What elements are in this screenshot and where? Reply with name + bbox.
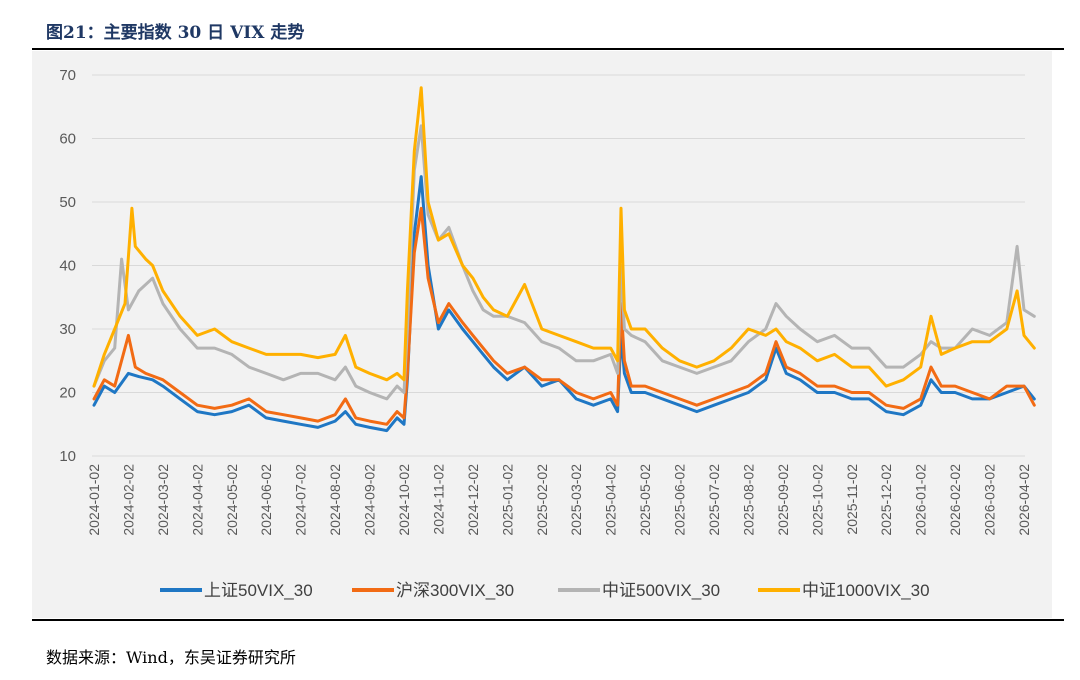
series-lines — [92, 86, 1036, 433]
x-tick-label: 2024-01-02 — [86, 464, 102, 536]
legend-label: 中证1000VIX_30 — [802, 581, 930, 600]
x-tick-label: 2025-11-02 — [844, 464, 860, 535]
x-tick-label: 2024-11-02 — [430, 464, 446, 535]
grid-lines — [92, 74, 1025, 457]
x-tick-label: 2025-12-02 — [878, 464, 894, 536]
x-tick-label: 2024-04-02 — [189, 464, 205, 536]
x-tick-label: 2026-02-02 — [947, 464, 963, 536]
x-tick-label: 2024-07-02 — [293, 464, 309, 536]
x-tick-label: 2025-04-02 — [603, 464, 619, 536]
x-tick-label: 2025-07-02 — [706, 464, 722, 536]
x-tick-label: 2024-10-02 — [396, 464, 412, 536]
y-tick-label: 30 — [59, 321, 76, 338]
series-line-2 — [92, 124, 1036, 401]
legend: 上证50VIX_30 沪深300VIX_30 中证500VIX_30 中证1000VI… — [160, 581, 930, 600]
y-tick-label: 10 — [59, 448, 76, 465]
x-tick-label: 2024-12-02 — [465, 464, 481, 536]
x-tick-label: 2024-02-02 — [120, 464, 136, 536]
x-tick-label: 2026-03-02 — [982, 464, 998, 536]
x-tick-label: 2024-09-02 — [362, 464, 378, 536]
x-tick-label: 2025-01-02 — [499, 464, 515, 536]
y-tick-label: 70 — [59, 67, 76, 84]
x-tick-label: 2024-06-02 — [258, 464, 274, 536]
y-tick-label: 50 — [59, 194, 76, 211]
legend-label: 上证50VIX_30 — [204, 581, 313, 600]
series-line-1 — [92, 206, 1036, 426]
x-tick-label: 2024-03-02 — [155, 464, 171, 536]
x-tick-label: 2025-09-02 — [775, 464, 791, 536]
source-note: 数据来源：Wind，东吴证券研究所 — [46, 648, 296, 667]
y-axis-ticks: 10 20 30 40 50 60 70 — [59, 67, 76, 465]
series-line-3 — [92, 86, 1036, 388]
legend-label: 中证500VIX_30 — [602, 581, 720, 600]
x-tick-label: 2025-08-02 — [740, 464, 756, 536]
x-tick-label: 2025-03-02 — [568, 464, 584, 536]
x-tick-label: 2025-02-02 — [534, 464, 550, 536]
x-axis-ticks: 2024-01-02 2024-02-02 2024-03-02 2024-04-02… — [86, 464, 1032, 536]
x-tick-label: 2026-04-02 — [1016, 464, 1032, 536]
bottom-rule — [32, 619, 1064, 621]
x-tick-label: 2025-10-02 — [809, 464, 825, 536]
y-tick-label: 60 — [59, 131, 76, 148]
x-tick-label: 2024-05-02 — [224, 464, 240, 536]
x-tick-label: 2024-08-02 — [327, 464, 343, 536]
legend-label: 沪深300VIX_30 — [396, 581, 514, 600]
x-tick-label: 2025-05-02 — [637, 464, 653, 536]
x-tick-label: 2026-01-02 — [913, 464, 929, 536]
figure-title: 图21：主要指数 30 日 VIX 走势 — [46, 23, 305, 43]
y-tick-label: 20 — [59, 385, 76, 402]
series-line-0 — [92, 175, 1036, 433]
x-tick-label: 2025-06-02 — [672, 464, 688, 536]
y-tick-label: 40 — [59, 258, 76, 275]
top-rule — [32, 48, 1064, 50]
